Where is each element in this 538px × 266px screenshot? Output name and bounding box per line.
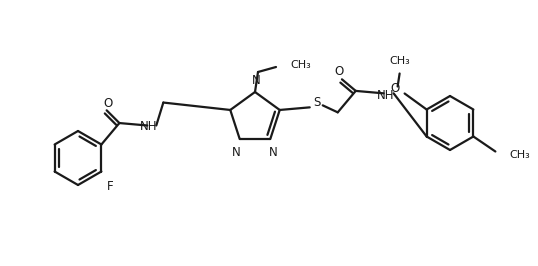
Text: CH₃: CH₃ <box>290 60 311 70</box>
Text: O: O <box>103 97 112 110</box>
Text: N: N <box>252 74 260 87</box>
Text: NH: NH <box>377 89 394 102</box>
Text: O: O <box>391 82 400 95</box>
Text: N: N <box>232 146 241 159</box>
Text: O: O <box>334 65 344 78</box>
Text: S: S <box>313 96 321 109</box>
Text: NH: NH <box>139 120 157 133</box>
Text: F: F <box>107 181 113 193</box>
Text: CH₃: CH₃ <box>509 149 530 160</box>
Text: N: N <box>269 146 278 159</box>
Text: CH₃: CH₃ <box>389 56 410 65</box>
